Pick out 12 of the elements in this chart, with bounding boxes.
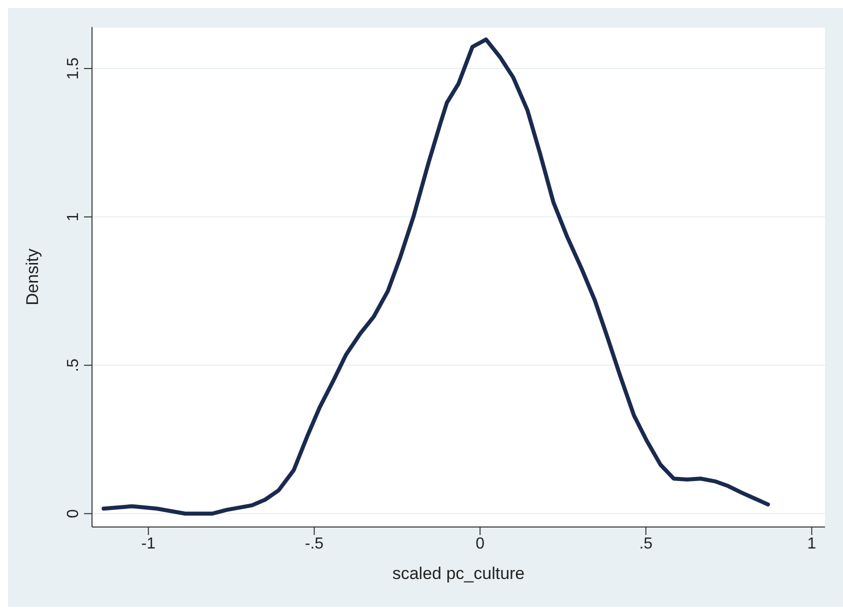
y-tick-label: 1 xyxy=(65,212,82,222)
y-tick-label: .5 xyxy=(65,358,82,372)
y-tick-label: 0 xyxy=(65,509,82,518)
y-axis-title: Density xyxy=(23,248,42,306)
x-tick-label: .5 xyxy=(639,535,653,552)
x-tick-label: -1 xyxy=(141,535,156,552)
x-tick-label: 0 xyxy=(476,535,485,552)
x-tick-label: 1 xyxy=(807,535,816,552)
x-tick-label: -.5 xyxy=(304,535,324,552)
line-series xyxy=(102,37,770,516)
x-axis-title: scaled pc_culture xyxy=(392,564,525,583)
y-tick-label: 1.5 xyxy=(65,57,82,80)
